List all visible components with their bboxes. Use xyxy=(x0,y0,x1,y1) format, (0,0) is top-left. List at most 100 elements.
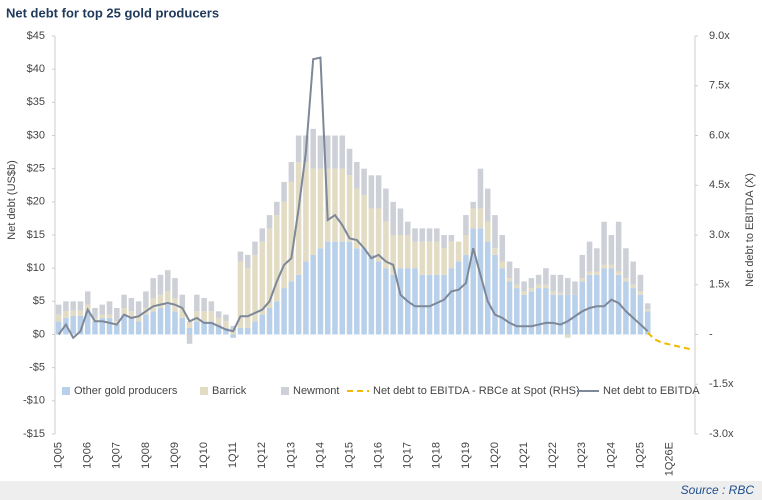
bar xyxy=(514,284,520,289)
bar xyxy=(70,315,76,335)
bar xyxy=(164,270,171,292)
y-tick-label: $5 xyxy=(33,295,45,307)
bar xyxy=(84,291,91,305)
bar xyxy=(499,261,506,269)
bar xyxy=(535,288,542,335)
bar xyxy=(354,188,360,249)
bar xyxy=(201,311,207,322)
bar xyxy=(215,324,222,335)
bar xyxy=(586,271,593,275)
bar xyxy=(455,261,462,335)
y-tick-label: -$15 xyxy=(23,428,45,440)
bar xyxy=(441,274,447,335)
bar xyxy=(128,298,135,312)
bar xyxy=(99,304,106,315)
y2-axis-label: Net debt to EBITDA (X) xyxy=(744,173,756,287)
source: Source : RBC xyxy=(681,483,755,497)
bar xyxy=(492,248,498,255)
x-tick-label: 1Q11 xyxy=(227,442,239,468)
bar xyxy=(484,221,491,242)
bar xyxy=(55,314,62,322)
bar xyxy=(397,208,404,235)
bar xyxy=(419,228,426,242)
bar xyxy=(528,288,535,292)
bar xyxy=(419,274,426,335)
legend-swatch xyxy=(281,387,289,395)
bar xyxy=(630,288,636,335)
bar xyxy=(426,241,433,275)
x-tick-label: 1Q18 xyxy=(431,442,443,469)
bar xyxy=(434,274,440,335)
bar xyxy=(594,248,600,272)
bar xyxy=(114,324,120,335)
bar xyxy=(143,314,149,335)
bar xyxy=(223,327,229,335)
bar xyxy=(121,307,127,315)
bar xyxy=(426,274,433,335)
y2-tick-label: 3.0x xyxy=(709,229,730,241)
bar xyxy=(412,241,418,269)
bar xyxy=(412,228,418,242)
bar xyxy=(186,334,193,344)
bar xyxy=(172,311,178,335)
bar xyxy=(310,128,316,169)
bar xyxy=(506,281,513,335)
bar xyxy=(644,309,651,312)
bar xyxy=(244,268,251,328)
bar xyxy=(339,168,346,242)
bar xyxy=(164,291,171,305)
bar xyxy=(295,162,302,275)
y-tick-label: $25 xyxy=(27,163,45,175)
bar xyxy=(644,311,651,335)
bar xyxy=(128,311,135,318)
bar xyxy=(397,268,404,335)
bar xyxy=(252,321,258,335)
bar xyxy=(499,268,506,335)
bar xyxy=(397,235,404,269)
bar xyxy=(514,268,520,285)
bar xyxy=(623,278,629,282)
y2-tick-label: -3.0x xyxy=(709,428,734,440)
bar xyxy=(608,268,615,335)
bar xyxy=(92,321,98,335)
bar xyxy=(215,311,222,318)
bar xyxy=(266,307,273,335)
legend-label: Net debt to EBITDA xyxy=(603,385,700,397)
bar xyxy=(514,288,520,335)
bar xyxy=(586,274,593,335)
bar xyxy=(143,291,149,308)
y-tick-label: $10 xyxy=(27,262,45,274)
bar xyxy=(332,135,338,169)
x-tick-label: 1Q26E xyxy=(663,442,675,476)
legend-swatch xyxy=(200,387,208,395)
bar xyxy=(237,327,244,335)
bar xyxy=(150,278,156,299)
bar xyxy=(186,327,193,335)
bar xyxy=(644,303,651,310)
bar xyxy=(477,208,484,229)
bar xyxy=(63,301,69,312)
bar xyxy=(281,201,287,289)
bar xyxy=(354,248,360,335)
bar xyxy=(375,261,382,335)
y-tick-label: -$5 xyxy=(29,362,45,374)
x-tick-label: 1Q14 xyxy=(314,442,326,469)
legend-label: Other gold producers xyxy=(74,385,178,397)
bar xyxy=(201,298,207,312)
bar xyxy=(579,254,586,279)
x-tick-label: 1Q23 xyxy=(576,442,588,469)
bar xyxy=(506,261,513,279)
bar xyxy=(368,175,375,209)
bar xyxy=(135,321,142,335)
y2-tick-label: -1.5x xyxy=(709,378,734,390)
bar xyxy=(463,254,469,335)
bar xyxy=(564,294,571,335)
bar xyxy=(470,228,476,335)
bar xyxy=(332,241,338,335)
bar xyxy=(208,311,215,322)
bar xyxy=(601,221,607,265)
bar xyxy=(448,268,455,335)
bar xyxy=(332,168,338,242)
bar xyxy=(230,331,236,335)
